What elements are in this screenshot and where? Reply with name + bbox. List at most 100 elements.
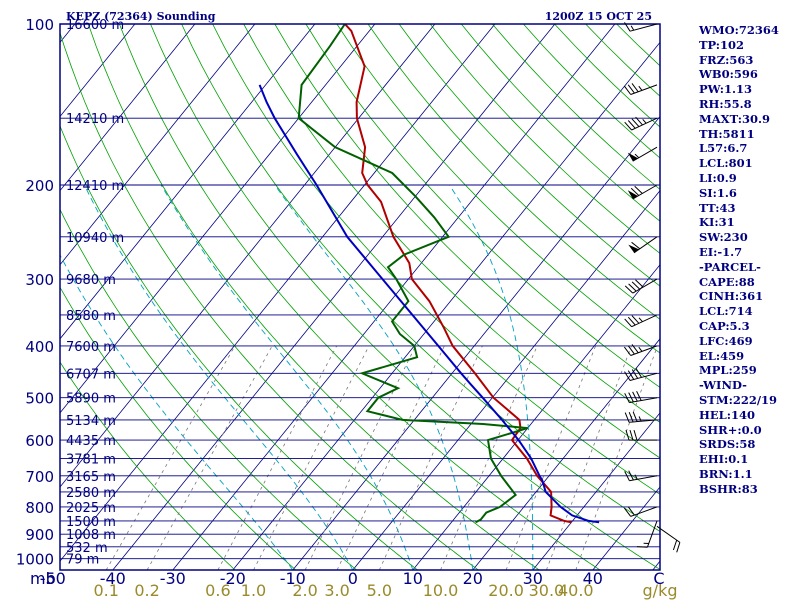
isotherm [472,338,660,570]
height-label: 1008 m [66,528,116,543]
height-label: 5134 m [66,414,116,429]
stat-line: SW:230 [699,230,748,245]
stat-line: EI:-1.7 [699,244,743,259]
temperature-tick: 40 [583,569,603,588]
wind-barbs [624,22,681,553]
mixing-ratio-label: 3.0 [324,581,349,600]
wind-barb [624,344,658,356]
wind-flag [627,152,638,162]
wind-feather [631,83,639,93]
height-label: 3165 m [66,470,116,485]
wind-feather [633,429,638,441]
wind-feather [624,412,630,423]
axis-labels: 0.1 0.2 0.6 1.0 2.0 3.0 5.0 10.0 20.0 30.040.0 g/k… [16,16,678,600]
temperature-unit: C [653,569,664,588]
pressure-tick: 600 [25,432,54,450]
wind-staff [632,278,658,294]
dry-adiabat [274,24,660,423]
wind-feather [624,285,634,294]
isotherm [0,24,15,570]
height-label: 532 m [66,541,108,556]
stat-line: MPL:259 [699,363,757,378]
wind-feather [624,121,632,131]
wind-feather [624,346,632,356]
stat-line: EL:459 [699,348,745,363]
height-label: 8580 m [66,309,116,324]
wind-barb [624,83,658,95]
dry-adiabat [60,208,357,570]
wind-staff [631,314,658,328]
wind-staff [631,117,658,131]
dry-adiabat [336,24,660,354]
mixing-ratio-label: 0.1 [93,581,118,600]
stat-line: WB0:596 [699,67,758,82]
stat-line: -PARCEL- [699,259,761,274]
wind-feather [635,368,642,378]
wind-barb [624,411,658,423]
wind-feather [676,542,681,553]
wind-feather [627,316,636,326]
height-label: 7600 m [66,340,116,355]
wind-half-feather [634,474,638,480]
mixing-ratio-label: 0.2 [134,581,159,600]
stat-line: L57:6.7 [699,141,748,156]
dry-adiabat [150,24,660,570]
wind-half-feather [638,317,643,323]
height-label: 2025 m [66,501,116,516]
stat-line: FRZ:563 [699,52,754,67]
wind-feather [624,471,630,481]
dry-adiabat [60,124,418,570]
stat-line: SHR+:0.0 [699,422,762,437]
wind-feather [629,429,634,441]
dry-adiabat [212,24,660,495]
wind-barb [624,116,658,131]
wind-feather [625,429,630,441]
mixing-ratio-label: 2.0 [292,581,317,600]
stat-line: PW:1.13 [699,82,753,97]
pressure-tick: 1000 [16,551,54,569]
wind-feather [624,371,631,381]
wind-feather [632,391,638,402]
mixing-ratio-line [505,345,596,570]
profile-temperature [344,24,572,524]
stat-line: BRN:1.1 [699,466,753,481]
isotherm [60,24,196,192]
stat-line: LCL:801 [699,156,753,171]
height-label: 9680 m [66,273,116,288]
wind-feather [624,22,631,32]
isotherm [112,24,556,570]
stat-line: EHI:0.1 [699,452,749,467]
mixing-ratio-label: 20.0 [488,581,524,600]
isotherm [232,41,660,570]
height-label: 1500 m [66,515,116,530]
sounding-profiles [258,24,600,524]
wind-barb [624,390,658,404]
stat-line: CAP:5.3 [699,318,750,333]
wind-feather [627,345,635,355]
wind-barb [624,314,658,328]
pressure-tick: 200 [25,177,54,195]
wind-feather [628,470,634,481]
wind-barb [624,22,658,32]
temperature-tick: 0 [348,569,358,588]
wind-half-feather [634,153,640,159]
profile-parcel [258,84,600,524]
stat-line: LCL:714 [699,304,753,319]
moist-adiabat [274,184,474,570]
stat-line: -WIND- [699,378,747,393]
wind-feather [628,412,634,423]
pressure-tick: 700 [25,468,54,486]
valid-time: 1200Z 15 OCT 25 [545,10,652,23]
wind-staff [629,397,658,404]
mixing-ratio-label: 40.0 [558,581,594,600]
temperature-tick: -20 [220,569,246,588]
dry-adiabat [60,286,297,570]
mixing-ratio-line [253,345,370,570]
wind-feather [631,315,640,324]
mixing-ratio-line [105,345,236,570]
mixing-ratio-line [378,345,483,570]
height-label: 2580 m [66,486,116,501]
wind-feather [631,241,641,250]
wind-half-feather [638,416,642,422]
